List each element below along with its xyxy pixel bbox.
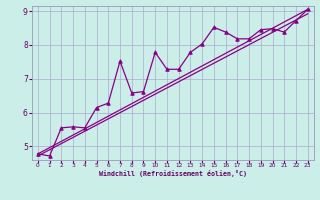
- X-axis label: Windchill (Refroidissement éolien,°C): Windchill (Refroidissement éolien,°C): [99, 170, 247, 177]
